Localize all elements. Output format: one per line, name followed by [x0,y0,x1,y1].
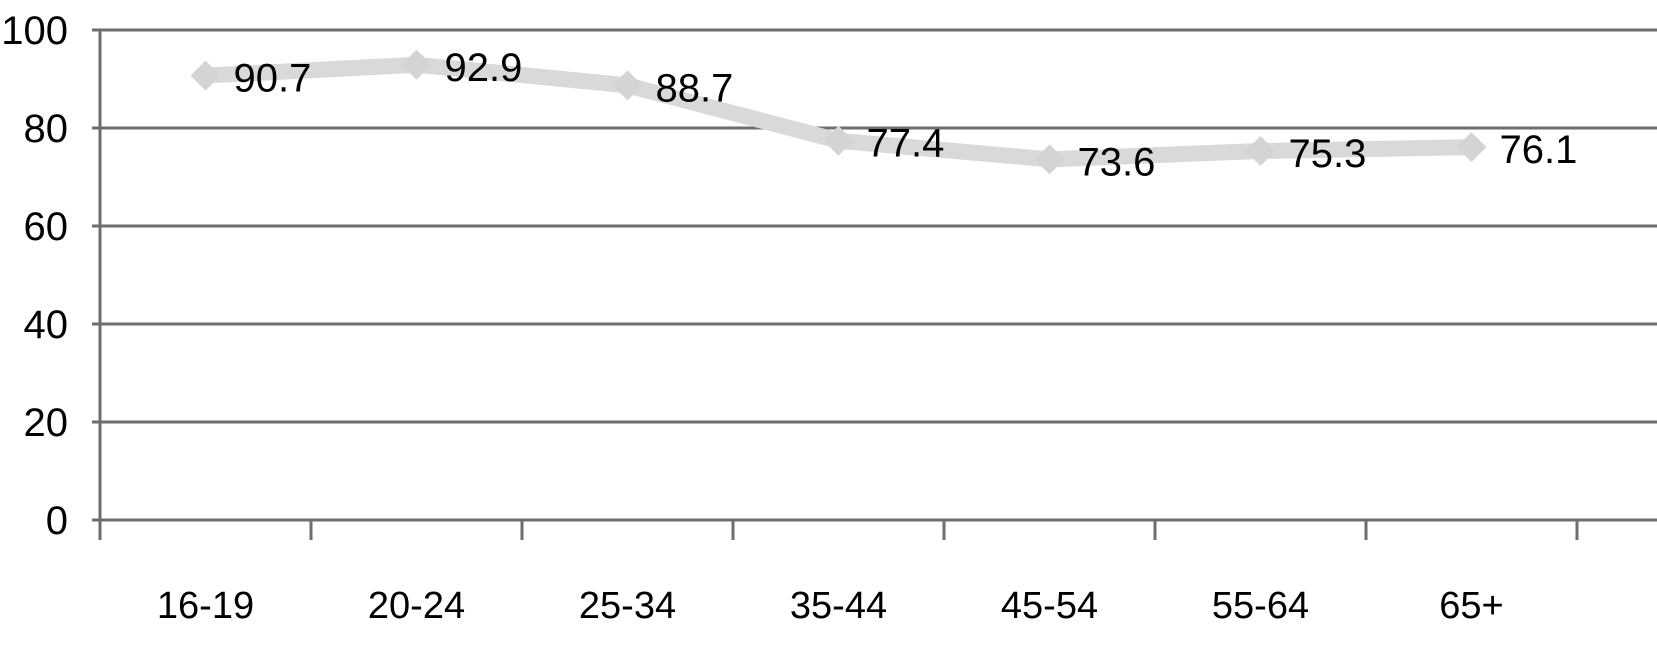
x-tick-label: 55-64 [1212,585,1309,627]
series [190,49,1487,175]
data-label: 92.9 [445,46,523,90]
y-tick-label: 20 [24,401,69,445]
axes: 0 20 40 60 80 100 16-19 20-24 25-34 35-44 45-54 55-… [1,9,1579,627]
data-point-marker [1456,132,1487,163]
y-tick-label: 60 [24,205,69,249]
y-tick-label: 0 [46,499,68,543]
y-tick-label: 40 [24,303,69,347]
data-label: 75.3 [1289,132,1367,176]
data-label: 76.1 [1500,128,1578,172]
x-tick-label: 25-34 [579,585,676,627]
data-label: 90.7 [234,57,312,101]
data-point-marker [190,60,221,91]
y-tick-label: 100 [1,9,68,53]
data-label: 73.6 [1078,140,1156,184]
data-point-marker [1034,144,1065,175]
x-tick-label: 65+ [1439,585,1503,627]
gridlines [92,28,1657,522]
data-point-marker [612,70,643,101]
data-point-marker [823,125,854,156]
x-tick-label: 20-24 [368,585,465,627]
y-tick-label: 80 [24,107,69,151]
x-tick-label: 16-19 [157,585,254,627]
x-tick-label: 35-44 [790,585,887,627]
data-label: 77.4 [867,122,945,166]
data-point-marker [1245,136,1276,167]
data-point-marker [401,49,432,80]
x-tick-label: 45-54 [1001,585,1098,627]
data-labels: 90.7 92.9 88.7 77.4 73.6 75.3 76.1 [234,46,1578,185]
data-label: 88.7 [656,66,734,110]
